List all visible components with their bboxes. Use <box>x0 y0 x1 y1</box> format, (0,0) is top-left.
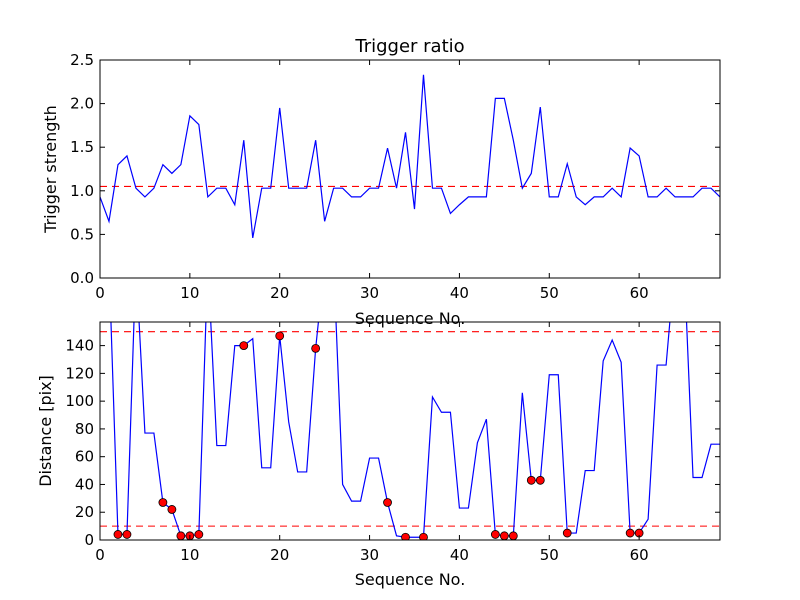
top-x-axis-label: Sequence No. <box>355 309 466 328</box>
data-marker <box>401 532 410 540</box>
bottom-plot-area <box>100 322 720 540</box>
data-marker <box>383 498 392 507</box>
data-marker <box>499 531 509 540</box>
y-tick-label: 0.5 <box>70 225 94 243</box>
bottom-x-axis-label: Sequence No. <box>355 570 466 589</box>
x-tick-label: 0 <box>95 284 105 302</box>
data-marker <box>176 531 186 540</box>
top-chart-title: Trigger ratio <box>354 36 464 57</box>
x-tick-label: 30 <box>360 546 379 564</box>
y-tick-label: 40 <box>75 475 94 493</box>
x-tick-label: 40 <box>450 546 469 564</box>
top-axes-frame <box>99 59 721 279</box>
y-tick-label: 0 <box>84 531 94 549</box>
data-marker <box>562 528 572 538</box>
data-marker <box>535 475 545 485</box>
x-tick-label: 10 <box>180 284 199 302</box>
x-tick-label: 60 <box>630 284 649 302</box>
x-tick-label: 60 <box>630 546 649 564</box>
data-marker <box>625 528 635 538</box>
x-tick-label: 10 <box>180 546 199 564</box>
data-marker <box>311 343 321 353</box>
y-tick-label: 0.0 <box>70 269 94 287</box>
y-tick-label: 2.5 <box>70 51 94 69</box>
x-tick-label: 20 <box>270 284 289 302</box>
data-marker <box>526 475 536 485</box>
bottom-y-ticks: 0 20 40 60 80 100 120 140 <box>65 337 720 549</box>
y-tick-label: 1.0 <box>70 182 94 200</box>
top-x-ticks: 0 10 20 30 40 50 60 <box>95 60 649 302</box>
y-tick-label: 100 <box>65 392 94 410</box>
y-tick-label: 140 <box>65 337 94 355</box>
top-y-ticks: 0.0 0.5 1.0 1.5 2.0 2.5 <box>70 51 720 287</box>
x-tick-label: 50 <box>540 284 559 302</box>
bottom-y-axis-label: Distance [pix] <box>36 375 55 487</box>
x-tick-label: 40 <box>450 284 469 302</box>
data-marker <box>275 331 285 341</box>
data-marker <box>122 530 132 539</box>
data-marker <box>239 341 249 351</box>
x-tick-label: 50 <box>540 546 559 564</box>
y-tick-label: 20 <box>75 503 94 521</box>
bottom-chart: 0 10 20 30 40 50 60 0 20 40 60 80 100 120 140 Sequenc… <box>36 321 721 589</box>
data-marker <box>167 505 177 514</box>
y-tick-label: 2.0 <box>70 95 94 113</box>
bottom-axes-frame <box>99 321 721 541</box>
data-marker <box>490 530 500 539</box>
bottom-series-line <box>110 322 720 538</box>
y-tick-label: 60 <box>75 448 94 466</box>
data-marker <box>158 498 168 507</box>
top-chart: Trigger ratio 0 10 20 30 40 50 60 0.0 0.5 1.0 1.5… <box>41 36 721 328</box>
y-tick-label: 80 <box>75 420 94 438</box>
top-y-axis-label: Trigger strength <box>41 105 60 234</box>
top-series-line <box>100 74 720 238</box>
data-marker <box>419 532 428 540</box>
bottom-x-ticks: 0 10 20 30 40 50 60 <box>95 322 649 564</box>
data-marker <box>113 530 123 539</box>
y-tick-label: 1.5 <box>70 138 94 156</box>
x-tick-label: 0 <box>95 546 105 564</box>
x-tick-label: 30 <box>360 284 379 302</box>
bottom-markers <box>113 331 644 540</box>
y-tick-label: 120 <box>65 364 94 382</box>
top-plot-area <box>100 74 720 238</box>
data-marker <box>194 530 204 539</box>
x-tick-label: 20 <box>270 546 289 564</box>
data-marker <box>508 531 518 540</box>
